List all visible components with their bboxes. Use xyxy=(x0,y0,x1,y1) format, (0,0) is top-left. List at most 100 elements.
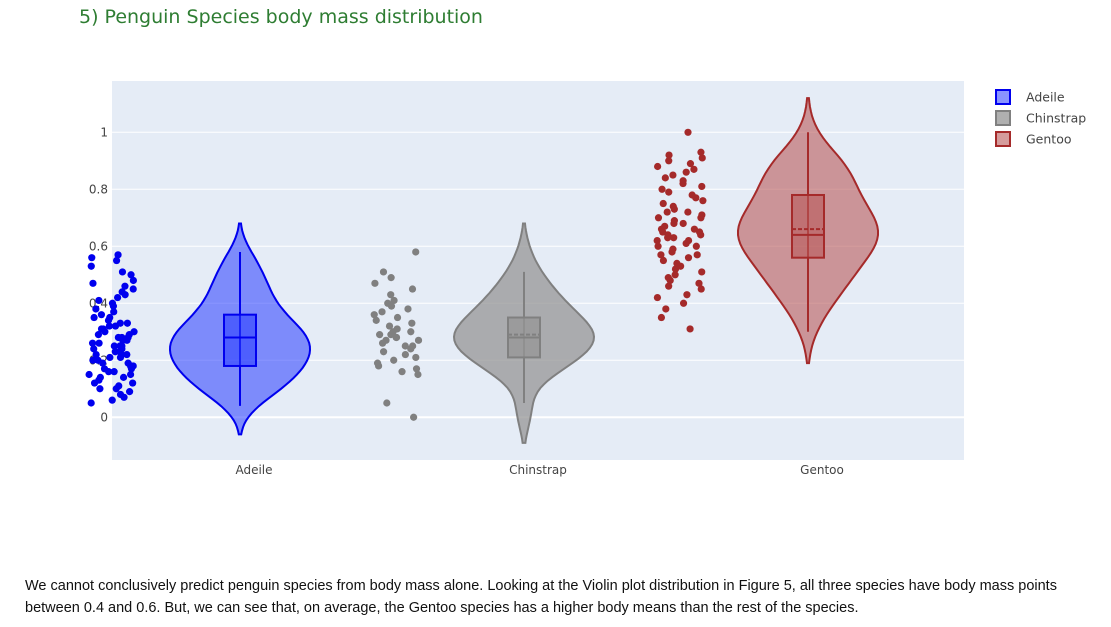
data-point xyxy=(654,214,663,222)
data-point xyxy=(384,299,392,307)
data-point xyxy=(90,313,98,322)
data-point xyxy=(679,299,688,307)
data-point xyxy=(401,342,409,350)
data-point xyxy=(661,174,669,182)
figure-caption: We cannot conclusively predict penguin s… xyxy=(25,578,1057,616)
data-point xyxy=(698,154,706,162)
data-point xyxy=(684,254,693,262)
data-point xyxy=(688,191,696,199)
data-point xyxy=(116,390,125,399)
data-point xyxy=(379,268,388,276)
data-point xyxy=(414,336,423,344)
data-point xyxy=(401,350,409,359)
data-point xyxy=(684,128,692,136)
data-point xyxy=(690,225,698,233)
data-point xyxy=(387,291,395,299)
data-point xyxy=(412,353,420,362)
data-point xyxy=(393,313,402,322)
trace-adeile xyxy=(85,222,312,436)
data-point xyxy=(684,208,692,216)
data-point xyxy=(387,274,395,282)
data-point xyxy=(671,271,679,279)
data-point xyxy=(690,165,698,173)
data-point xyxy=(110,368,118,376)
data-point xyxy=(108,299,117,307)
data-point xyxy=(659,199,667,208)
data-point xyxy=(123,350,131,359)
data-point xyxy=(129,276,137,285)
legend[interactable]: Adeile Chinstrap Gentoo xyxy=(995,89,1086,147)
data-point xyxy=(699,197,707,205)
data-point xyxy=(119,373,128,381)
data-point xyxy=(118,342,126,350)
data-point xyxy=(129,379,137,387)
data-point xyxy=(654,242,662,250)
data-point xyxy=(390,296,398,305)
data-point xyxy=(665,282,673,290)
data-point xyxy=(692,242,700,250)
box-iqr xyxy=(791,193,825,259)
data-point xyxy=(390,356,398,364)
data-point xyxy=(385,322,394,330)
data-point xyxy=(669,202,677,210)
data-point xyxy=(654,162,662,171)
data-point xyxy=(92,350,100,359)
data-point xyxy=(392,333,400,342)
data-point xyxy=(105,322,113,330)
data-point xyxy=(112,256,121,265)
data-point xyxy=(96,385,104,393)
data-point xyxy=(89,356,97,364)
data-point xyxy=(115,382,123,390)
legend-label: Gentoo xyxy=(1026,132,1072,147)
data-point xyxy=(414,370,422,379)
x-axis-ticks: Adeile Chinstrap Gentoo xyxy=(235,463,843,477)
data-point xyxy=(94,331,103,339)
data-point xyxy=(682,168,690,176)
data-point xyxy=(661,222,669,230)
data-point xyxy=(378,308,386,316)
data-point xyxy=(662,305,670,313)
data-point xyxy=(407,328,415,336)
data-point xyxy=(87,399,95,407)
data-point xyxy=(669,245,677,253)
data-point xyxy=(97,325,106,333)
data-point xyxy=(412,248,420,256)
data-point xyxy=(408,319,416,327)
data-point xyxy=(111,348,119,356)
data-point xyxy=(116,319,124,327)
data-point xyxy=(410,413,418,421)
legend-label: Adeile xyxy=(1026,90,1065,105)
y-tick-label: 1 xyxy=(100,125,108,139)
legend-item-gentoo[interactable]: Gentoo xyxy=(995,131,1072,147)
data-point xyxy=(97,311,106,319)
x-tick-label: Adeile xyxy=(235,463,272,477)
data-point xyxy=(106,313,114,322)
data-point xyxy=(393,325,401,333)
data-point xyxy=(657,313,666,322)
data-point xyxy=(95,296,103,305)
data-point xyxy=(659,256,668,265)
data-point xyxy=(129,285,137,293)
data-point xyxy=(679,177,687,185)
data-point xyxy=(90,345,98,353)
data-point xyxy=(698,211,706,219)
data-point xyxy=(679,219,687,228)
data-point xyxy=(118,288,126,296)
trace-gentoo xyxy=(653,97,879,365)
x-tick-label: Gentoo xyxy=(800,463,844,477)
data-point xyxy=(373,359,382,367)
legend-swatch xyxy=(995,131,1011,147)
data-point xyxy=(87,262,95,270)
legend-item-chinstrap[interactable]: Chinstrap xyxy=(995,110,1086,126)
data-point xyxy=(94,356,102,364)
violin-traces xyxy=(85,97,879,444)
data-point xyxy=(108,396,116,404)
data-point xyxy=(684,236,693,245)
data-point xyxy=(124,359,132,367)
data-point xyxy=(118,268,127,276)
data-point xyxy=(126,388,134,396)
legend-item-adeile[interactable]: Adeile xyxy=(995,89,1065,105)
data-point xyxy=(698,182,706,191)
data-point xyxy=(697,285,705,293)
